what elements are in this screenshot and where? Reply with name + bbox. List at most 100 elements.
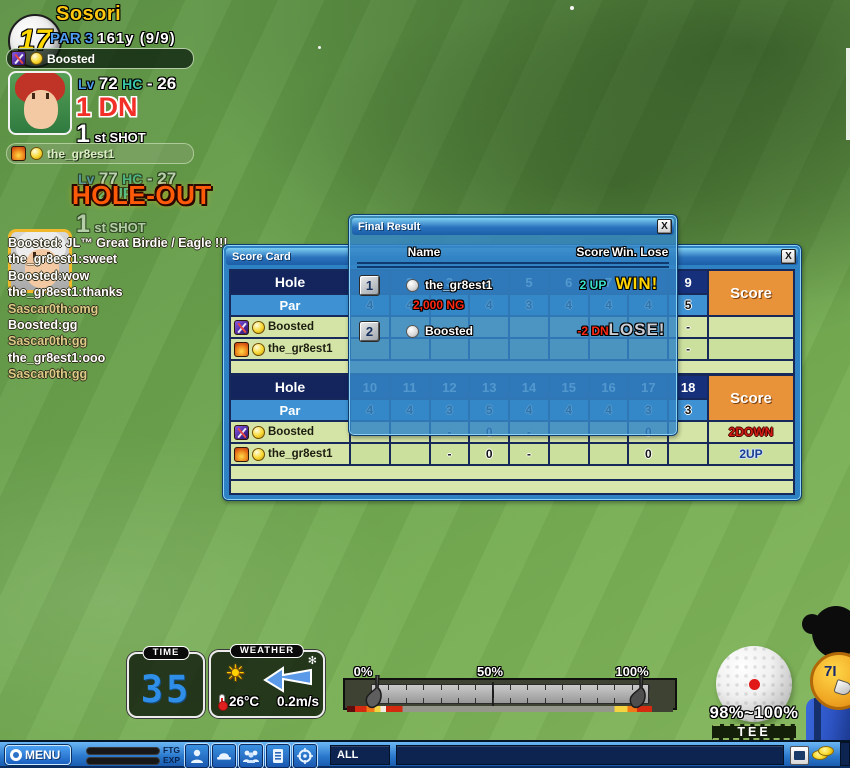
gauge-tick <box>631 685 633 690</box>
guild-badge-icon <box>11 146 26 161</box>
scorecard-icon[interactable] <box>266 744 290 768</box>
rank-badge: 2 <box>359 321 380 342</box>
menubar-edge-box <box>840 742 850 766</box>
gauge-tick <box>649 698 650 703</box>
gauge-tick <box>388 698 390 703</box>
gauge-tick <box>388 685 390 690</box>
gauge-midline <box>492 682 494 706</box>
time-panel: TIME 35 <box>127 646 205 718</box>
chat-macro-button[interactable] <box>790 746 809 765</box>
result-row-1: 1 the_gr8est1 2,000 NG 2 UP WIN! <box>349 273 677 319</box>
close-icon[interactable]: X <box>657 219 672 234</box>
score-cell <box>390 444 429 464</box>
score-cell <box>669 444 707 464</box>
par-header-label: Par <box>231 400 349 420</box>
player1-match-status: 1 DN <box>76 92 138 122</box>
gauge-tick <box>579 685 581 690</box>
score-cell: 0 <box>629 444 668 464</box>
chat-message: Boosted:wow <box>8 268 90 283</box>
score-cell: - <box>669 339 707 359</box>
score-cell <box>589 444 628 464</box>
gauge-tick <box>614 698 616 703</box>
ball-icon <box>406 325 419 338</box>
gauge-tick <box>596 698 598 703</box>
club-marker-icon <box>629 675 646 709</box>
player2-up-score: 2 UP <box>98 186 134 203</box>
player1-avatar <box>8 71 72 135</box>
target-icon[interactable] <box>293 744 317 768</box>
guild-badge-icon <box>234 424 249 440</box>
power-gauge: 0% 50% 100% <box>343 664 677 716</box>
social-icon[interactable] <box>239 744 263 768</box>
chat-log: Boosted: JL™ Great Birdie / Eagle !!! the… <box>8 235 343 383</box>
gauge-tick <box>544 698 546 703</box>
chat-message: Boosted: JL™ Great Birdie / Eagle !!! <box>8 236 228 250</box>
club-marker-icon <box>365 675 382 709</box>
gauge-tick <box>492 698 494 703</box>
course-name: Sosori <box>56 3 122 25</box>
chat-input[interactable] <box>396 745 784 765</box>
final-result-titlebar[interactable]: Final Result <box>352 218 674 235</box>
pangya-ball-icon <box>252 320 265 334</box>
caddie-head-silhouette <box>812 606 850 658</box>
final-result-title: Final Result <box>358 220 421 233</box>
gauge-tick <box>510 685 511 690</box>
column-winlose: Win. Lose <box>611 245 669 259</box>
ball-flight-speck <box>318 46 321 49</box>
edge-highlight <box>846 48 850 140</box>
gauge-tick <box>527 698 529 703</box>
chat-message: Sascar0th:gg <box>8 334 88 349</box>
gauge-tick <box>440 698 442 703</box>
player-row-name: Boosted <box>231 422 349 442</box>
score-header: Score <box>709 376 793 420</box>
gauge-tick <box>405 698 407 703</box>
avatar-eye <box>33 252 36 258</box>
hole-number-cell: 18 <box>669 376 707 398</box>
prize-amount: 2,000 NG <box>413 298 465 312</box>
chat-channel-select[interactable]: ALL <box>330 745 390 765</box>
par-value-cell: 3 <box>669 400 707 420</box>
avatar-face <box>24 90 58 129</box>
gauge-tick <box>440 685 442 690</box>
player2-shot-count: 1 st SHOT <box>76 210 146 238</box>
club-selection-badge[interactable]: 7I <box>810 652 850 710</box>
empty-row <box>231 481 793 493</box>
player-row-name: Boosted <box>231 317 349 337</box>
score-cell: - <box>430 444 469 464</box>
par-value-cell: 5 <box>669 295 707 315</box>
player2-nameplate: the_gr8est1 <box>6 143 194 164</box>
guild-badge-icon <box>234 446 249 462</box>
chat-message: Sascar0th:gg <box>8 367 88 382</box>
guild-badge-icon <box>234 319 249 335</box>
gauge-tick <box>562 698 564 703</box>
gauge-tick <box>492 685 494 690</box>
hat-icon[interactable] <box>212 744 236 768</box>
club-head-icon <box>833 678 850 698</box>
divider <box>357 266 669 268</box>
player-name: the_gr8est1 <box>268 343 333 355</box>
total-score-cell <box>709 317 793 337</box>
ball-marker-dot <box>749 679 760 690</box>
player1-nameplate: Boosted <box>6 48 194 69</box>
pangya-ball-icon <box>30 52 43 65</box>
menu-button[interactable]: MENU <box>5 745 71 765</box>
weather-panel: WEATHER ☀ ✻ 26°C 0.2m/s <box>209 644 325 718</box>
total-score-cell: 2DOWN <box>709 422 793 442</box>
avatar-eye <box>47 252 50 258</box>
avatar-face <box>25 249 59 288</box>
chat-message: the_gr8est1:sweet <box>8 252 118 267</box>
empty-row <box>231 466 793 479</box>
gauge-tick <box>649 685 650 690</box>
chat-message: the_gr8est1:ooo <box>8 350 106 365</box>
gauge-tick <box>475 685 477 690</box>
power-range-text: 98%~100% <box>709 704 799 722</box>
close-icon[interactable]: X <box>781 249 796 264</box>
temperature-value: 26°C <box>229 694 260 709</box>
player2-name: the_gr8est1 <box>47 146 115 161</box>
profile-icon[interactable] <box>185 744 209 768</box>
result-outcome: WIN! <box>615 274 659 293</box>
gauge-power-strip <box>347 706 673 712</box>
caddie-ear-silhouette <box>802 614 822 634</box>
hole-header-label: Hole <box>231 271 349 293</box>
